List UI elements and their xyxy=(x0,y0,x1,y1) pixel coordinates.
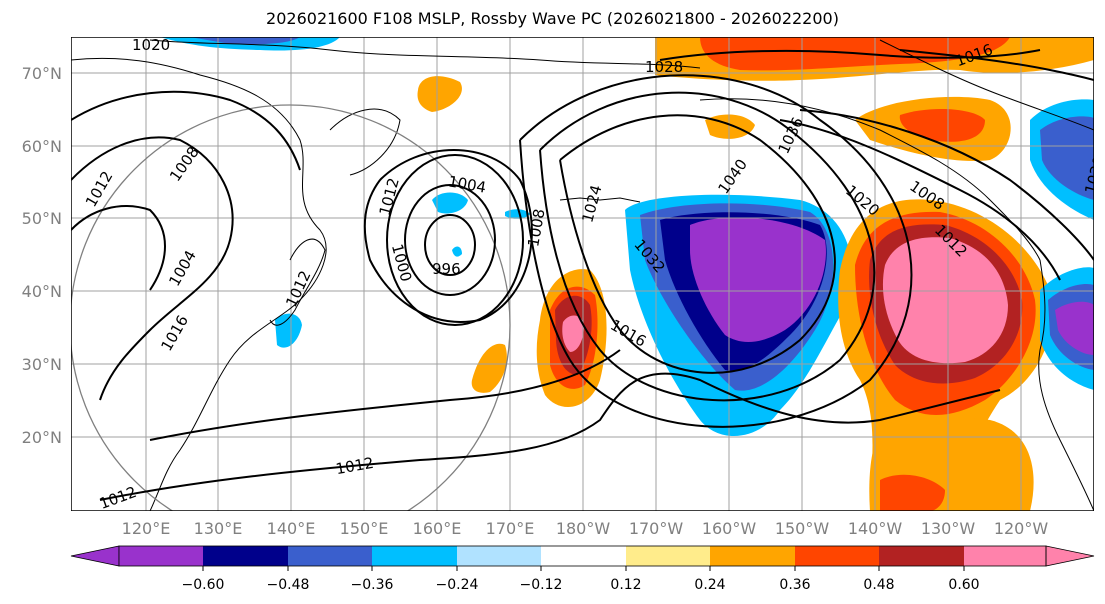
lon-label: 120°W xyxy=(994,519,1049,538)
colorbar-tick-label: −0.48 xyxy=(267,577,310,593)
colorbar-tick-label: 0.24 xyxy=(694,577,725,593)
contour-label: 1020 xyxy=(132,36,170,54)
colorbar-max-extend xyxy=(1045,545,1095,567)
mslp-contours xyxy=(71,49,1094,501)
map-panel: 1020 1028 1016 1008 1012 1004 1016 1012 … xyxy=(71,36,1094,511)
colorbar-tick-label: 0.12 xyxy=(610,577,641,593)
contour-label: 1028 xyxy=(645,58,683,76)
lon-label: 170°W xyxy=(629,519,684,538)
colorbar: −0.60 −0.48 −0.36 −0.24 −0.12 0.12 0.24 … xyxy=(70,545,1095,593)
lon-label: 160°W xyxy=(702,519,757,538)
lat-label: 30°N xyxy=(22,355,62,374)
colorbar-swatch xyxy=(964,546,1046,566)
lat-label: 60°N xyxy=(22,137,62,156)
colorbar-ticks xyxy=(202,566,965,571)
colorbar-tick-label: 0.60 xyxy=(948,577,979,593)
colorbar-swatch xyxy=(710,546,795,566)
colorbar-tick-label: −0.36 xyxy=(351,577,394,593)
colorbar-swatch xyxy=(626,546,710,566)
lon-label: 140°E xyxy=(267,519,316,538)
lon-label: 170°E xyxy=(486,519,535,538)
colorbar-min-extend xyxy=(70,545,120,567)
colorbar-swatch xyxy=(457,546,541,566)
colorbar-tick-label: −0.12 xyxy=(520,577,563,593)
longitude-labels: 120°E 130°E 140°E 150°E 160°E 170°E 180°… xyxy=(122,519,1049,538)
lon-label: 120°E xyxy=(122,519,171,538)
latitude-labels: 70°N 60°N 50°N 40°N 30°N 20°N xyxy=(22,64,62,447)
colorbar-tick-label: 0.48 xyxy=(863,577,894,593)
lon-label: 150°W xyxy=(775,519,830,538)
lat-label: 50°N xyxy=(22,209,62,228)
colorbar-tick-label: −0.24 xyxy=(436,577,479,593)
lon-label: 160°E xyxy=(413,519,462,538)
reference-circle xyxy=(71,104,511,511)
lat-label: 20°N xyxy=(22,428,62,447)
lon-label: 130°W xyxy=(921,519,976,538)
colorbar-tick-label: 0.36 xyxy=(779,577,810,593)
colorbar-swatch xyxy=(119,546,203,566)
lon-label: 130°E xyxy=(194,519,243,538)
colorbar-swatch xyxy=(795,546,879,566)
colorbar-swatch xyxy=(879,546,964,566)
lon-label: 140°W xyxy=(848,519,903,538)
colorbar-tick-label: −0.60 xyxy=(182,577,225,593)
lon-label: 150°E xyxy=(340,519,389,538)
lat-label: 40°N xyxy=(22,282,62,301)
anomaly-shading xyxy=(160,37,1094,511)
lon-label: 180°W xyxy=(556,519,611,538)
colorbar-swatch xyxy=(288,546,372,566)
map-title: 2026021600 F108 MSLP, Rossby Wave PC (20… xyxy=(266,9,839,28)
contour-label: 996 xyxy=(432,260,461,278)
colorbar-swatch xyxy=(541,546,626,566)
colorbar-swatch xyxy=(203,546,288,566)
colorbar-swatch xyxy=(372,546,457,566)
graticule xyxy=(71,37,1094,511)
lat-label: 70°N xyxy=(22,64,62,83)
